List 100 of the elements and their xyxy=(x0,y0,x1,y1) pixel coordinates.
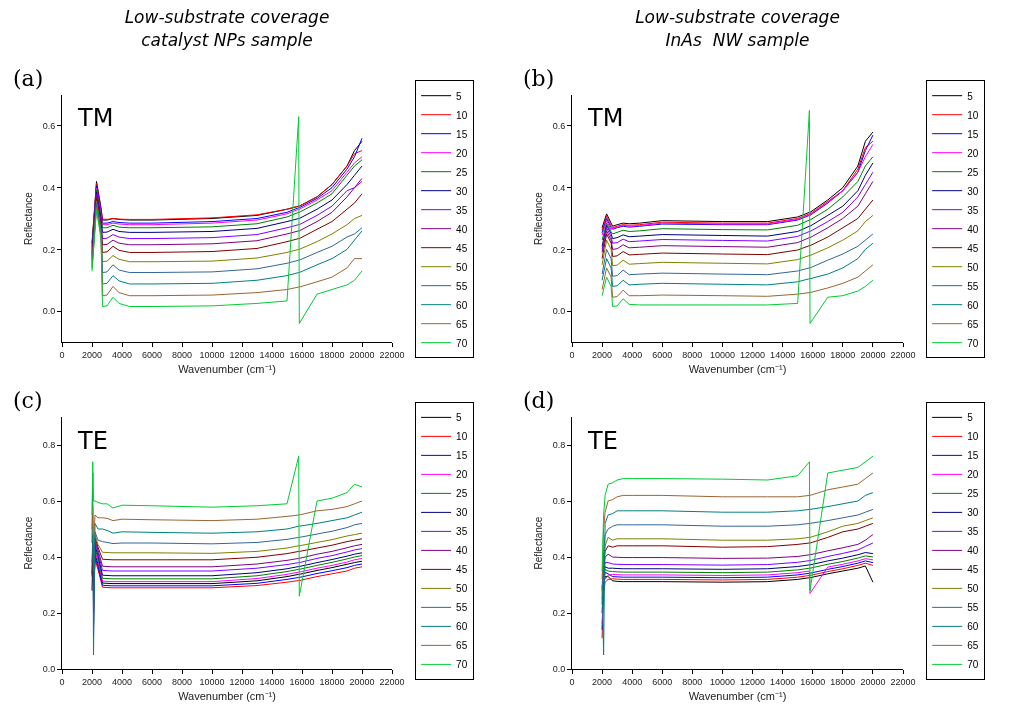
line-series xyxy=(601,472,874,580)
legend-label: 45 xyxy=(967,242,979,254)
text: (d) xyxy=(523,388,555,413)
y-tick-label: 0.2 xyxy=(552,608,566,619)
x-axis-title: Wavenumber (cm⁻¹) xyxy=(688,363,787,375)
y-tick-label: 0.6 xyxy=(42,121,56,132)
line-series xyxy=(601,264,874,298)
legend-label: 10 xyxy=(456,109,468,121)
x-tick-label: 10000 xyxy=(199,349,225,360)
legend-label: 15 xyxy=(456,450,468,462)
legend-label: 50 xyxy=(456,261,468,273)
legend-label: 20 xyxy=(456,469,468,481)
x-tick-label: 8000 xyxy=(171,676,193,687)
legend-label: 50 xyxy=(967,583,979,595)
legend-label: 65 xyxy=(967,318,979,330)
legend-label: 60 xyxy=(456,299,468,311)
annotation: TE xyxy=(77,427,108,455)
legend-label: 45 xyxy=(967,564,979,576)
legend-label: 40 xyxy=(456,223,468,235)
legend-label: 10 xyxy=(967,431,979,443)
x-tick-label: 22000 xyxy=(890,676,916,687)
legend-label: 25 xyxy=(456,488,468,500)
x-tick-label: 2000 xyxy=(81,676,103,687)
x-tick-label: 6000 xyxy=(652,349,673,360)
x-tick-label: 2000 xyxy=(81,349,103,360)
y-axis-title: Reflectance xyxy=(22,516,34,570)
legend-label: 50 xyxy=(967,261,979,273)
legend-label: 35 xyxy=(967,526,979,538)
legend-label: 5 xyxy=(456,412,463,424)
line-series xyxy=(91,500,363,544)
legend-label: 20 xyxy=(456,147,468,159)
legend-label: 10 xyxy=(456,431,468,443)
x-tick-label: 16000 xyxy=(289,676,315,687)
annotation: TM xyxy=(587,104,624,132)
y-tick-label: 0.4 xyxy=(42,182,56,193)
line-series xyxy=(601,492,874,656)
x-tick-label: 6000 xyxy=(141,349,163,360)
legend-label: 35 xyxy=(456,204,468,216)
x-tick-label: 10000 xyxy=(709,676,735,687)
x-tick-label: 0 xyxy=(59,349,65,360)
line-series xyxy=(601,508,874,592)
legend-label: 30 xyxy=(456,185,468,197)
y-tick-label: 0.4 xyxy=(42,552,56,563)
legend-label: 50 xyxy=(456,583,468,595)
x-tick-label: 20000 xyxy=(860,676,886,687)
annotation: TM xyxy=(77,104,114,132)
x-tick-label: 18000 xyxy=(319,676,345,687)
text: (c) xyxy=(13,388,43,413)
legend-label: 60 xyxy=(967,621,979,633)
x-tick-label: 18000 xyxy=(830,676,856,687)
legend-label: 70 xyxy=(456,337,468,349)
x-tick-label: 20000 xyxy=(860,349,886,360)
y-tick-label: 0.0 xyxy=(552,306,566,317)
legend-label: 65 xyxy=(456,640,468,652)
legend-label: 15 xyxy=(967,128,979,140)
y-axis-title: Reflectance xyxy=(22,191,34,245)
line-series xyxy=(601,214,874,267)
legend-label: 5 xyxy=(456,90,463,102)
legend-label: 40 xyxy=(967,545,979,557)
legend-label: 45 xyxy=(456,564,468,576)
legend-label: 55 xyxy=(456,280,468,292)
x-tick-label: 14000 xyxy=(259,676,285,687)
legend-label: 5 xyxy=(967,90,974,102)
x-axis-title: Wavenumber (cm⁻¹) xyxy=(178,690,276,702)
x-tick-label: 16000 xyxy=(800,676,826,687)
y-tick-label: 0.6 xyxy=(552,496,566,507)
x-tick-label: 8000 xyxy=(171,349,193,360)
line-series xyxy=(601,455,874,592)
x-tick-label: 12000 xyxy=(229,349,255,360)
y-tick-label: 0.6 xyxy=(552,121,566,132)
x-tick-label: 4000 xyxy=(111,349,133,360)
y-tick-label: 0.8 xyxy=(552,440,566,451)
y-tick-label: 0.4 xyxy=(552,182,566,193)
text: (a) xyxy=(13,66,44,91)
x-tick-label: 12000 xyxy=(229,676,255,687)
legend-label: 15 xyxy=(967,450,979,462)
legend-label: 35 xyxy=(456,526,468,538)
legend-label: 40 xyxy=(967,223,979,235)
x-tick-label: 22000 xyxy=(379,676,405,687)
legend-label: 40 xyxy=(456,545,468,557)
y-tick-label: 0.2 xyxy=(42,608,56,619)
x-tick-label: 6000 xyxy=(652,676,673,687)
legend-label: 15 xyxy=(456,128,468,140)
legend-label: 45 xyxy=(456,242,468,254)
y-tick-label: 0.2 xyxy=(42,244,56,255)
legend-label: 70 xyxy=(967,659,979,671)
x-tick-label: 4000 xyxy=(111,676,133,687)
legend-label: 60 xyxy=(456,621,468,633)
x-tick-label: 8000 xyxy=(682,676,703,687)
line-series xyxy=(601,199,874,260)
y-tick-label: 0.6 xyxy=(42,496,56,507)
x-tick-label: 20000 xyxy=(349,676,375,687)
x-tick-label: 2000 xyxy=(592,676,613,687)
legend-label: 25 xyxy=(967,166,979,178)
legend-label: 70 xyxy=(967,337,979,349)
legend-label: 60 xyxy=(967,299,979,311)
x-axis-title: Wavenumber (cm⁻¹) xyxy=(178,363,276,375)
x-tick-label: 4000 xyxy=(622,349,643,360)
legend-label: 35 xyxy=(967,204,979,216)
x-tick-label: 0 xyxy=(569,676,575,687)
